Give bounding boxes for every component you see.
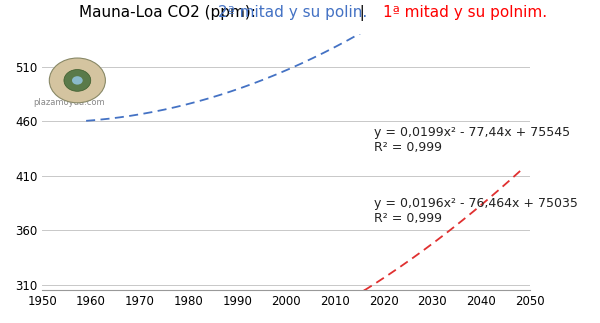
Text: |: | [349,5,374,21]
Text: y = 0,0196x² - 76,464x + 75035
R² = 0,999: y = 0,0196x² - 76,464x + 75035 R² = 0,99… [374,197,578,225]
Text: 2ª mitad y su polin.: 2ª mitad y su polin. [218,5,367,20]
Text: Mauna-Loa CO2 (ppm):: Mauna-Loa CO2 (ppm): [79,5,260,20]
Ellipse shape [64,69,91,91]
Ellipse shape [49,58,106,103]
Text: y = 0,0199x² - 77,44x + 75545
R² = 0,999: y = 0,0199x² - 77,44x + 75545 R² = 0,999 [374,126,570,154]
Ellipse shape [72,76,83,85]
Text: 1ª mitad y su polnim.: 1ª mitad y su polnim. [383,5,547,20]
Text: plazamoyua.com: plazamoyua.com [33,98,105,107]
